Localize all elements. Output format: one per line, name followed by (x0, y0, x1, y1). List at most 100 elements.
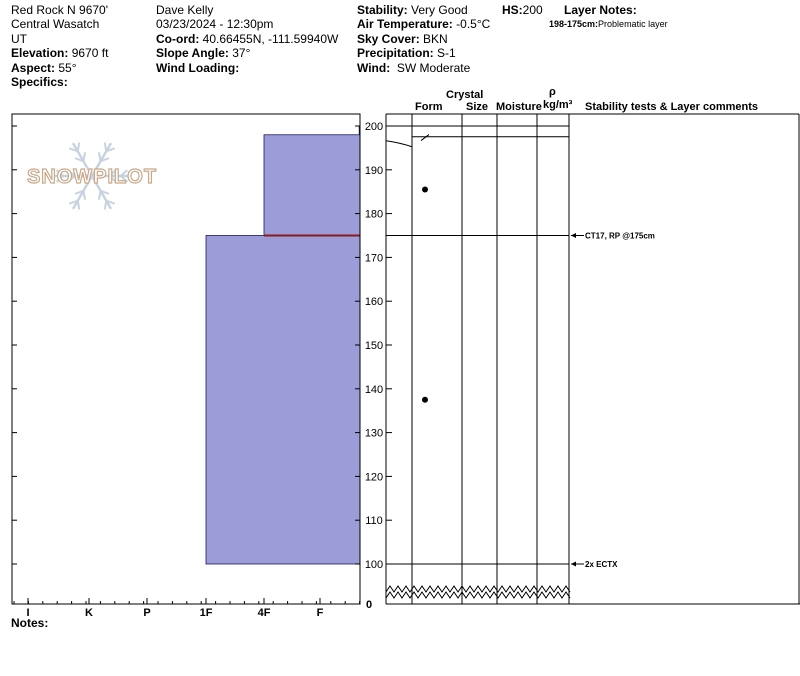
size-header: Size (466, 101, 489, 113)
test-arrow-head (571, 561, 576, 567)
snowflake-arm (90, 175, 113, 210)
break-zigzag-1 (385, 585, 571, 593)
layer-notes-label: Layer Notes: (564, 3, 637, 17)
snowflake-branch (100, 157, 110, 163)
sky-value: BKN (423, 32, 448, 46)
snowflake-arm (71, 142, 94, 177)
snow-height: HS:200 (502, 3, 543, 17)
snowflake-branch (103, 200, 108, 210)
snowflake-branch (82, 152, 87, 162)
snowflake-branch (119, 175, 129, 183)
snowflake-branch (97, 152, 102, 162)
depth-label-170: 170 (365, 252, 383, 264)
wind: Wind: SW Moderate (357, 61, 470, 75)
precip-label: Precipitation: (357, 46, 434, 60)
air-temperature: Air Temperature: -0.5°C (357, 17, 490, 31)
range-name: Central Wasatch (11, 17, 100, 31)
elevation-label: Elevation: (11, 46, 69, 60)
depth-label-160: 160 (365, 296, 383, 308)
depth-label-150: 150 (365, 340, 383, 352)
precipitation: Precipitation: S-1 (357, 46, 456, 60)
depth-label-140: 140 (365, 384, 383, 396)
notes-label: Notes: (11, 616, 49, 630)
snowflake-branch (119, 169, 129, 177)
location-name: Red Rock N 9670' (11, 3, 109, 17)
depth-label-100: 100 (365, 559, 383, 571)
stability-label: Stability: (357, 3, 408, 17)
hardness-frame (11, 113, 361, 605)
layer-note-text: Problematic layer (598, 19, 668, 29)
grain-form-slash (420, 134, 430, 141)
snowpilot-logo: SNOWPILOT (26, 142, 157, 210)
snowflake-branch (74, 157, 84, 163)
elevation: Elevation: 9670 ft (11, 46, 108, 60)
hardness-label-K: K (85, 607, 93, 619)
grain-form-dot (422, 396, 428, 403)
observer-name: Dave Kelly (156, 3, 214, 17)
snowflake-branch (76, 142, 81, 152)
snowflake-branch (97, 190, 102, 200)
wind-value: SW Moderate (396, 61, 471, 75)
break-zigzag-2 (385, 591, 571, 599)
layer-note-range: 198-175cm: (549, 19, 599, 29)
snowflake-branch (55, 175, 65, 183)
snowflake-branch (105, 147, 116, 153)
specifics-label: Specifics: (11, 75, 68, 89)
snowflake-branch (74, 189, 84, 195)
form-header: Form (415, 101, 443, 113)
coordinates: Co-ord: 40.66455N, -111.59940W (156, 32, 338, 46)
depth-label-120: 120 (365, 471, 383, 483)
coord-value: 40.66455N, -111.59940W (202, 32, 339, 46)
slope-label: Slope Angle: (156, 46, 229, 60)
coord-label: Co-ord: (156, 32, 200, 46)
observation-datetime: 03/23/2024 - 12:30pm (156, 17, 274, 31)
slope-angle: Slope Angle: 37° (156, 46, 250, 60)
depth-label-180: 180 (365, 209, 383, 221)
connector-curve (385, 140, 413, 148)
snowflake-branch (103, 142, 108, 152)
snowflake-branch (100, 189, 110, 195)
snowflake-branch (82, 190, 87, 200)
snowflake-branch (108, 175, 117, 183)
logo-text: SNOWPILOT (27, 166, 157, 188)
moisture-header: Moisture (496, 101, 542, 113)
stability-tests-header: Stability tests & Layer comments (585, 101, 759, 113)
stability-test-label-1: CT17, RP @175cm (585, 232, 655, 241)
depth-label-110: 110 (365, 515, 383, 527)
sky-label: Sky Cover: (357, 32, 420, 46)
wind-loading-label: Wind Loading: (156, 61, 240, 75)
wind-label: Wind: (357, 61, 391, 75)
sky-cover: Sky Cover: BKN (357, 32, 448, 46)
hardness-label-4F: 4F (258, 607, 271, 619)
hardness-label-I: I (26, 607, 29, 619)
aspect-value: 55° (58, 61, 77, 75)
air-temp-value: -0.5°C (456, 17, 491, 31)
depth-label-200: 200 (365, 121, 383, 133)
snowflake-branch (67, 169, 76, 177)
depth-label-190: 190 (365, 165, 383, 177)
hardness-layer-2 (263, 134, 361, 236)
snowflake-arm (71, 175, 94, 210)
crystal-header: Crystal (446, 89, 484, 101)
grain-form-dot (422, 186, 428, 193)
air-temp-label: Air Temperature: (357, 17, 453, 31)
stability-test-label-2: 2x ECTX (585, 560, 618, 569)
depth-label-130: 130 (365, 428, 383, 440)
density-unit: kg/m³ (543, 99, 573, 111)
hs-label: HS: (502, 3, 523, 17)
snowflake-branch (105, 199, 116, 205)
snowflake-arm (90, 142, 113, 177)
elevation-value: 9670 ft (71, 46, 109, 60)
snowflake-branch (55, 169, 65, 177)
slope-value: 37° (232, 46, 251, 60)
test-arrow-head (571, 233, 576, 238)
hs-value: 200 (522, 3, 543, 17)
hardness-label-1F: 1F (200, 607, 213, 619)
aspect-label: Aspect: (11, 61, 56, 75)
layer-note: 198-175cm:Problematic layer (549, 19, 668, 29)
precip-value: S-1 (437, 46, 456, 60)
state-name: UT (11, 32, 27, 46)
stability-value: Very Good (411, 3, 468, 17)
density-symbol: ρ (549, 86, 556, 98)
